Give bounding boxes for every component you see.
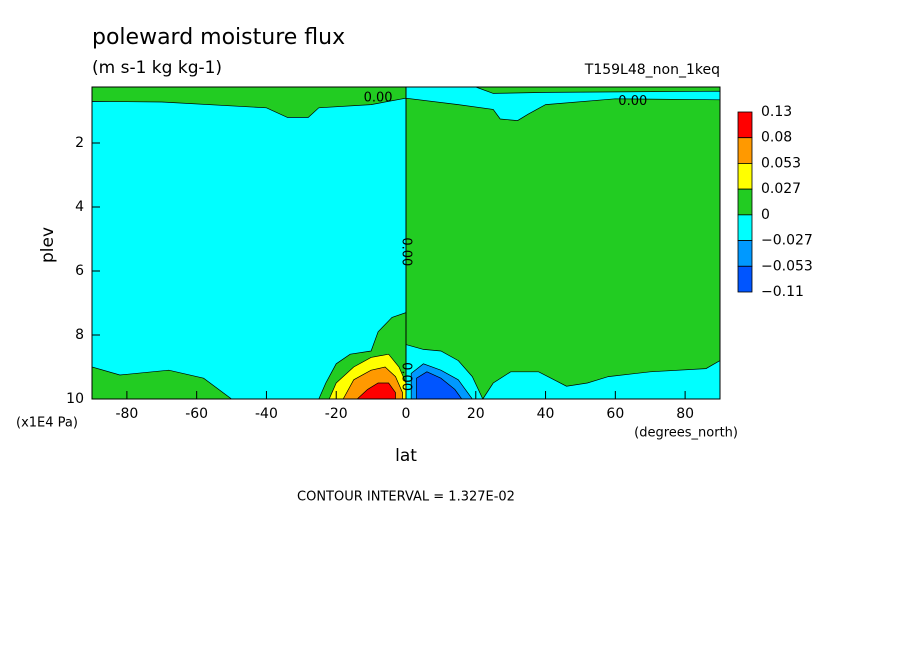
y-axis-units: (x1E4 Pa)	[16, 416, 78, 431]
colorbar-box	[737, 265, 753, 293]
contour-field: 0.00 0.00 0.00 0.00	[91, 86, 721, 400]
x-tick-label: -80	[115, 406, 138, 422]
colorbar-box	[737, 137, 753, 164]
x-tick-label: 20	[467, 406, 485, 422]
chart-title: poleward moisture flux	[92, 25, 345, 50]
x-tick-label: 80	[676, 406, 694, 422]
colorbar-label: −0.11	[761, 284, 804, 300]
colorbar-label: 0.027	[761, 181, 801, 197]
footer: CONTOUR INTERVAL = 1.327E-02	[297, 490, 515, 505]
colorbar-box	[737, 163, 753, 190]
x-tick-label: 0	[402, 406, 411, 422]
y-axis-label: plev	[38, 227, 58, 263]
x-tick-label: 40	[537, 406, 555, 422]
colorbar-label: −0.027	[761, 233, 813, 249]
y-tick-label: 6	[75, 263, 84, 279]
colorbar-label: −0.053	[761, 258, 813, 274]
x-tick-label: 60	[606, 406, 624, 422]
chart-subtitle: (m s-1 kg kg-1)	[92, 58, 222, 78]
colorbar-box	[737, 188, 753, 216]
contour-label: 0.00	[618, 94, 647, 109]
colorbar-label: 0.053	[761, 155, 801, 171]
y-tick-label: 10	[66, 391, 84, 407]
contour-label: 0.00	[399, 237, 414, 266]
x-axis-units: (degrees_north)	[634, 426, 738, 441]
contour-region	[405, 86, 721, 121]
x-tick-label: -60	[185, 406, 208, 422]
colorbar-box	[737, 214, 753, 241]
contour-region	[91, 97, 407, 400]
run-label: T159L48_non_1keq	[584, 62, 720, 78]
y-tick-label: 4	[75, 199, 84, 215]
x-tick-label: -20	[325, 406, 348, 422]
x-tick-label: -40	[255, 406, 278, 422]
contour-label: 0.00	[364, 91, 393, 106]
y-tick-label: 8	[75, 327, 84, 343]
y-tick-label: 2	[75, 135, 84, 151]
colorbar-label: 0	[761, 207, 770, 223]
contour-label: 0.00	[399, 362, 414, 391]
colorbar-label: 0.13	[761, 104, 792, 120]
x-axis-label: lat	[395, 446, 417, 466]
colorbar-label: 0.08	[761, 130, 792, 146]
colorbar-box	[737, 240, 753, 267]
colorbar-box	[737, 111, 753, 139]
